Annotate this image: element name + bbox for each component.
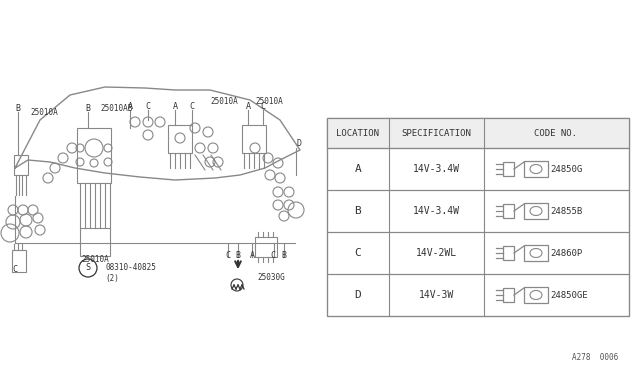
- Bar: [327, 190, 629, 232]
- Bar: [503, 162, 514, 176]
- Bar: [242, 125, 266, 153]
- Text: LOCATION: LOCATION: [337, 128, 380, 138]
- Text: C: C: [355, 248, 362, 258]
- Text: 24855B: 24855B: [550, 206, 582, 215]
- Text: C: C: [271, 251, 275, 260]
- Bar: [524, 245, 548, 261]
- Bar: [12, 250, 26, 272]
- Text: SPECIFICATION: SPECIFICATION: [401, 128, 471, 138]
- Bar: [77, 128, 111, 183]
- Text: CODE NO.: CODE NO.: [534, 128, 577, 138]
- Text: 14V-3W: 14V-3W: [419, 290, 454, 300]
- Text: B: B: [15, 103, 20, 112]
- Bar: [503, 204, 514, 218]
- Text: A: A: [127, 102, 132, 110]
- Text: 14V-3.4W: 14V-3.4W: [413, 206, 460, 216]
- Text: B: B: [236, 251, 241, 260]
- Bar: [168, 125, 192, 153]
- Text: 25010AB: 25010AB: [100, 103, 132, 112]
- Bar: [524, 287, 548, 303]
- Bar: [255, 237, 277, 257]
- Text: A: A: [250, 251, 255, 260]
- Text: C: C: [145, 102, 150, 110]
- Bar: [14, 155, 28, 175]
- Bar: [524, 161, 548, 177]
- Bar: [327, 148, 629, 190]
- Bar: [503, 288, 514, 302]
- Text: B: B: [282, 251, 287, 260]
- Text: 24850GE: 24850GE: [550, 291, 588, 299]
- Bar: [327, 232, 629, 274]
- Text: C: C: [260, 102, 266, 110]
- Text: A278  0006: A278 0006: [572, 353, 618, 362]
- Bar: [503, 246, 514, 260]
- Bar: [80, 228, 110, 256]
- Text: S: S: [86, 263, 90, 273]
- Text: D: D: [296, 138, 301, 148]
- Text: 25010A: 25010A: [81, 256, 109, 264]
- Bar: [327, 118, 629, 316]
- Text: A: A: [355, 164, 362, 174]
- Text: C: C: [225, 251, 230, 260]
- Text: A: A: [173, 102, 177, 110]
- Bar: [327, 274, 629, 316]
- Text: C: C: [13, 266, 17, 275]
- Text: C: C: [189, 102, 195, 110]
- Text: 24850G: 24850G: [550, 164, 582, 173]
- Text: 25010A: 25010A: [30, 108, 58, 116]
- Text: B: B: [86, 103, 90, 112]
- Text: 24860P: 24860P: [550, 248, 582, 257]
- Text: 08310-40825: 08310-40825: [105, 263, 156, 273]
- Text: 25030G: 25030G: [257, 273, 285, 282]
- Bar: [524, 203, 548, 219]
- Text: 25010A: 25010A: [210, 96, 237, 106]
- Text: D: D: [355, 290, 362, 300]
- Text: B: B: [355, 206, 362, 216]
- Text: 25010A: 25010A: [255, 96, 283, 106]
- Bar: [327, 118, 629, 148]
- Text: A: A: [246, 102, 250, 110]
- Text: 14V-2WL: 14V-2WL: [415, 248, 456, 258]
- Text: 14V-3.4W: 14V-3.4W: [413, 164, 460, 174]
- Text: (2): (2): [105, 275, 119, 283]
